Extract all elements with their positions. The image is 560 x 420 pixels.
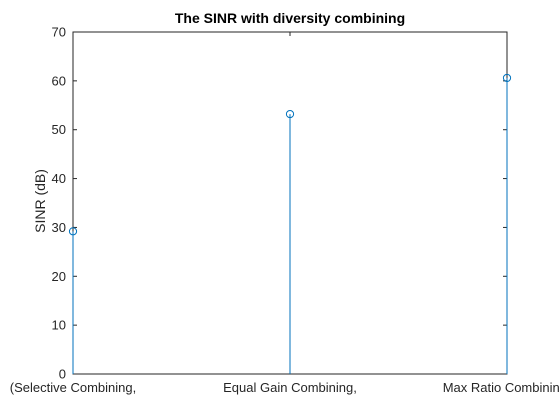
stem-marker <box>285 109 295 119</box>
y-tick-label: 0 <box>59 367 66 382</box>
plot-area: 0 10 20 30 40 50 60 70 (Selective Combining, Equa… <box>10 25 560 396</box>
y-tick-label: 40 <box>52 171 66 186</box>
chart-title: The SINR with diversity combining <box>175 10 405 26</box>
y-tick-label: 30 <box>52 220 66 235</box>
y-tick-label: 50 <box>52 122 66 137</box>
x-tick-label: Equal Gain Combining, <box>223 380 357 395</box>
stem-marker <box>502 73 512 83</box>
y-tick-label: 70 <box>52 25 66 40</box>
x-tick-label: (Selective Combining, <box>10 380 136 395</box>
y-axis-title: SINR (dB) <box>32 169 48 233</box>
stem-marker <box>68 227 78 236</box>
y-tick-label: 60 <box>52 73 66 88</box>
y-tick-label: 20 <box>52 269 66 284</box>
y-tick-label: 10 <box>52 318 66 333</box>
x-tick-label: Max Ratio Combining) <box>443 380 560 395</box>
